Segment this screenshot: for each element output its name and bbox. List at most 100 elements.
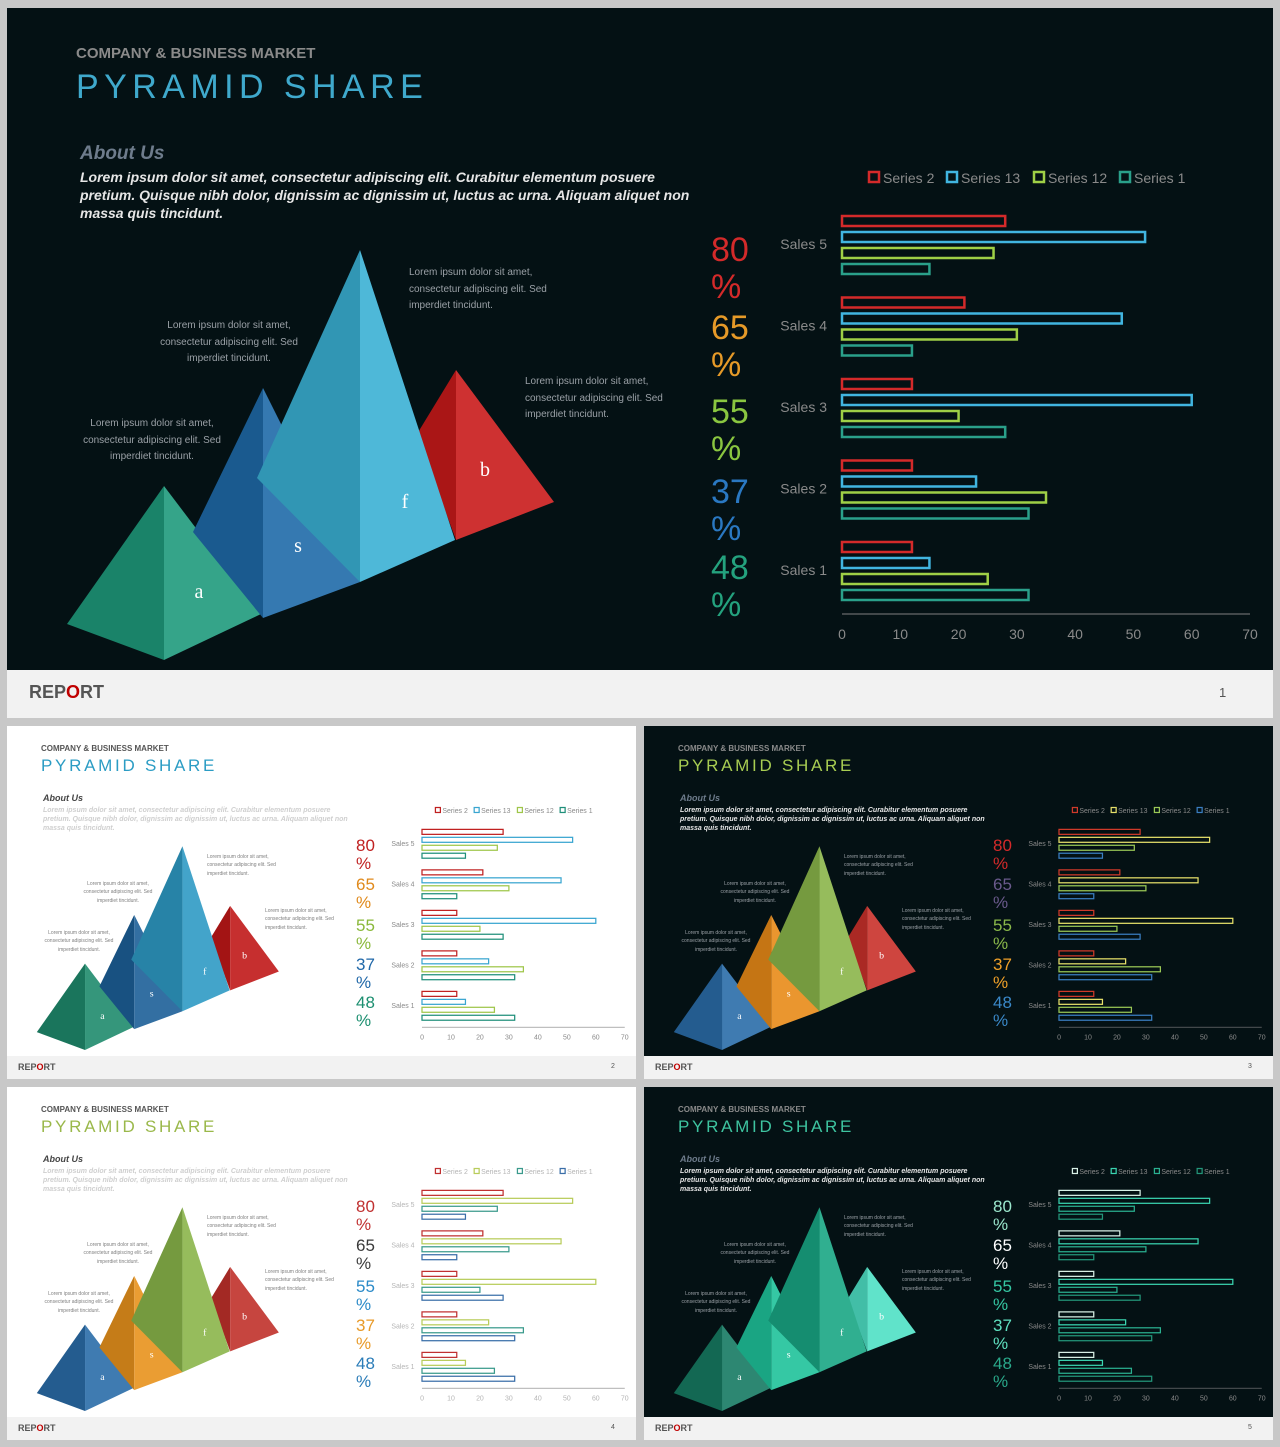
legend-swatch	[1032, 170, 1046, 184]
bar	[421, 1335, 516, 1342]
bar	[840, 393, 1193, 407]
pyramid-face-right	[456, 370, 554, 540]
category-label: Sales 1	[391, 1003, 414, 1010]
legend-label: Series 12	[1161, 1169, 1190, 1176]
category-label: Sales 5	[1028, 1202, 1051, 1209]
x-tick-label: 0	[1057, 1035, 1061, 1042]
x-tick-label: 20	[1113, 1396, 1121, 1403]
percent-1: 80 %	[993, 836, 1012, 874]
slide-1: a s b f Series 2 Series 13 Series 12 Series 1 Sa…	[7, 8, 1273, 718]
bar	[1058, 869, 1121, 876]
category-label: Sales 5	[391, 841, 414, 848]
slide-footer: REPORT 5	[644, 1417, 1273, 1440]
legend-swatch	[559, 806, 566, 814]
x-tick-label: 10	[1084, 1396, 1092, 1403]
footer-brand: REPORT	[655, 1062, 693, 1072]
footer-brand: REPORT	[29, 682, 105, 702]
legend-swatch	[1071, 1167, 1079, 1175]
bar	[1058, 1311, 1095, 1318]
slide-kicker: COMPANY & BUSINESS MARKET	[41, 1105, 169, 1114]
pyramid-3: f	[257, 250, 455, 582]
bar	[421, 1006, 496, 1013]
pyramid-face-right	[867, 1266, 916, 1352]
x-tick-label: 20	[476, 1035, 484, 1042]
bar	[1058, 1238, 1199, 1245]
slide-4-canvas: a s b f Series 2 Series 13 Series 12 Series 1 Sa…	[36, 1167, 629, 1412]
x-tick-label: 40	[1067, 626, 1083, 642]
note-top: Lorem ipsum dolor sit amet, consectetur …	[844, 1215, 913, 1238]
bar	[1058, 990, 1095, 997]
percent-5: 48 %	[356, 993, 375, 1031]
note-left: Lorem ipsum dolor sit amet, consectetur …	[44, 1291, 114, 1314]
pyramid-4: b	[210, 1266, 279, 1352]
pyramid-label: f	[840, 1328, 844, 1339]
pyramid-label: a	[195, 581, 204, 603]
x-tick-label: 70	[621, 1396, 629, 1403]
bar	[1058, 1006, 1133, 1013]
bar	[421, 1246, 510, 1253]
pyramid-face-left	[193, 388, 263, 618]
bar-chart: Series 2 Series 13 Series 12 Series 1 Sales …	[1028, 1167, 1266, 1403]
bar	[1058, 1254, 1095, 1261]
slide-4: a s b f Series 2 Series 13 Series 12 Series 1 Sa…	[7, 1087, 636, 1440]
bar	[1058, 844, 1135, 851]
percent-5: 48 %	[993, 1354, 1012, 1392]
pyramid-face-right	[819, 846, 867, 1012]
x-tick-label: 30	[1142, 1396, 1150, 1403]
category-label: Sales 3	[1028, 1283, 1051, 1290]
x-tick-label: 20	[951, 626, 967, 642]
x-tick-label: 50	[563, 1035, 571, 1042]
pyramid-label: a	[100, 1372, 105, 1383]
legend-swatch	[1110, 1167, 1117, 1175]
x-tick-label: 60	[592, 1035, 600, 1042]
bar-chart: Series 2 Series 13 Series 12 Series 1 Sales …	[391, 1167, 629, 1403]
pyramid-3: f	[768, 846, 867, 1012]
bar	[1058, 909, 1095, 916]
legend-item: Series 2	[867, 170, 935, 186]
legend-swatch	[1153, 806, 1161, 814]
pyramid-label: a	[737, 1372, 742, 1383]
legend-label: Series 13	[961, 170, 1020, 186]
legend-item: Series 13	[473, 806, 511, 815]
percent-4: 37 %	[993, 1316, 1012, 1354]
pyramid-label: a	[737, 1011, 742, 1022]
bar	[421, 836, 574, 843]
bar	[421, 1375, 516, 1382]
note-right: Lorem ipsum dolor sit amet, consectetur …	[902, 908, 971, 931]
slide-footer: REPORT 1	[7, 670, 1273, 718]
slide-footer: REPORT 4	[7, 1417, 636, 1440]
bar	[840, 377, 914, 391]
pyramid-face-right	[819, 1207, 867, 1373]
pyramid-face-left	[417, 370, 456, 540]
legend-swatch	[516, 806, 524, 814]
about-heading: About Us	[680, 793, 720, 803]
bar	[1058, 1359, 1104, 1366]
bar	[421, 1213, 467, 1220]
x-tick-label: 30	[505, 1396, 513, 1403]
note-top: Lorem ipsum dolor sit amet, consectetur …	[409, 267, 547, 311]
page-number: 4	[611, 1424, 615, 1431]
legend-swatch	[867, 170, 881, 184]
slide-title: PYRAMID SHARE	[678, 1117, 855, 1136]
bar	[1058, 1189, 1141, 1196]
x-tick-label: 60	[1184, 626, 1200, 642]
note-left: Lorem ipsum dolor sit amet, consectetur …	[681, 930, 751, 953]
x-tick-label: 30	[1009, 626, 1025, 642]
pyramid-label: s	[787, 1349, 791, 1360]
pyramid-4: b	[847, 1266, 916, 1352]
bar	[1058, 998, 1104, 1005]
legend-swatch	[434, 1167, 442, 1175]
legend-label: Series 13	[1118, 808, 1147, 815]
bar	[1058, 917, 1234, 924]
pyramid-face-right	[182, 846, 230, 1012]
pyramid-3: f	[768, 1207, 867, 1373]
note-mid: Lorem ipsum dolor sit amet, consectetur …	[83, 881, 153, 904]
bar	[1058, 893, 1095, 900]
about-body: Lorem ipsum dolor sit amet, consectetur …	[43, 807, 348, 833]
bar	[1058, 1367, 1133, 1374]
note-mid: Lorem ipsum dolor sit amet, consectetur …	[720, 881, 790, 904]
slide-5-canvas: a s b f Series 2 Series 13 Series 12 Series 1 Sa…	[673, 1167, 1266, 1412]
bar	[421, 998, 467, 1005]
bar	[421, 1230, 484, 1237]
bar	[421, 990, 458, 997]
